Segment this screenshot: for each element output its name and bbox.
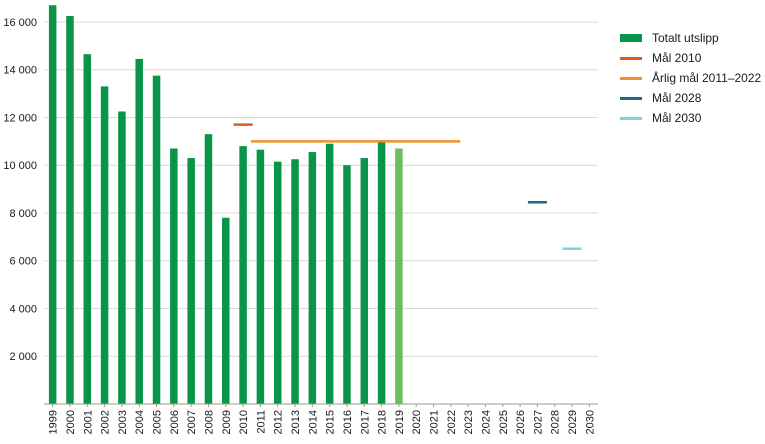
- x-tick-label: 2008: [203, 410, 215, 434]
- bar: [239, 146, 247, 405]
- x-tick-label: 2001: [82, 410, 94, 434]
- y-tick-label: 14 000: [3, 65, 37, 77]
- x-tick-label: 2021: [429, 410, 441, 434]
- x-tick-label: 2011: [255, 410, 267, 434]
- bar: [395, 148, 403, 404]
- x-tick-label: 2020: [411, 410, 423, 434]
- bar-series: [48, 5, 403, 405]
- bar: [66, 15, 74, 405]
- x-tick-label: 2003: [117, 410, 129, 434]
- x-tick-label: 2006: [169, 410, 181, 434]
- x-tick-label: 2000: [65, 410, 77, 434]
- x-tick-label: 2007: [186, 410, 198, 434]
- x-tick-label: 2028: [550, 410, 562, 434]
- legend-item: Totalt utslipp: [620, 28, 761, 48]
- bar: [273, 161, 282, 404]
- x-tick-label: 2023: [463, 410, 475, 434]
- target-lines: [233, 123, 582, 251]
- y-tick-label: 6 000: [9, 256, 37, 268]
- bar: [377, 141, 386, 405]
- bar: [308, 152, 317, 404]
- bar: [222, 217, 230, 404]
- legend-label: Mål 2030: [652, 111, 702, 125]
- x-tick-label: 1999: [48, 410, 60, 434]
- bar: [187, 158, 195, 404]
- x-axis: 1999 2000 2001 2002 2003 2004 2005 2006 2007 2008…: [48, 404, 596, 434]
- y-axis: 2 000 4 000 6 000 8 000 10 000 12 000 14 000 16…: [3, 17, 37, 363]
- x-tick-label: 2016: [342, 410, 354, 434]
- y-tick-label: 4 000: [9, 303, 37, 315]
- bar: [343, 165, 351, 404]
- y-tick-label: 10 000: [3, 160, 37, 172]
- legend-swatch: [620, 116, 642, 120]
- x-tick-label: 2022: [446, 410, 458, 434]
- bar: [256, 149, 265, 404]
- bar: [360, 158, 369, 404]
- bar: [118, 111, 126, 404]
- y-tick-label: 2 000: [9, 351, 37, 363]
- bar: [152, 75, 161, 405]
- legend-item: Årlig mål 2011–2022: [620, 68, 761, 88]
- legend-swatch: [620, 96, 642, 100]
- bar: [204, 134, 213, 405]
- x-tick-label: 2004: [134, 410, 146, 434]
- gridlines: [44, 21, 598, 357]
- legend-swatch: [620, 34, 642, 42]
- legend-item: Mål 2010: [620, 48, 761, 68]
- legend-label: Totalt utslipp: [652, 31, 719, 45]
- x-tick-label: 2014: [307, 410, 319, 434]
- bar: [291, 159, 299, 404]
- legend-label: Mål 2010: [652, 51, 702, 65]
- x-tick-label: 2018: [377, 410, 389, 434]
- legend-item: Mål 2028: [620, 88, 761, 108]
- legend-swatch: [620, 56, 642, 60]
- x-tick-label: 2019: [394, 410, 406, 434]
- x-tick-label: 2013: [290, 410, 302, 434]
- x-tick-label: 2012: [273, 410, 285, 434]
- x-tick-label: 2009: [221, 410, 233, 434]
- x-tick-label: 2002: [100, 410, 112, 434]
- x-tick-label: 2025: [498, 410, 510, 434]
- x-tick-label: 2029: [567, 410, 579, 434]
- x-tick-label: 2010: [238, 410, 250, 434]
- legend-label: Mål 2028: [652, 91, 702, 105]
- y-tick-label: 16 000: [3, 17, 37, 29]
- x-tick-label: 2024: [480, 410, 492, 434]
- y-tick-label: 12 000: [3, 112, 37, 124]
- x-tick-label: 2026: [515, 410, 527, 434]
- x-tick-label: 2017: [359, 410, 371, 434]
- bar: [135, 58, 143, 405]
- bar: [48, 5, 57, 404]
- legend-label: Årlig mål 2011–2022: [652, 71, 762, 85]
- bar: [100, 86, 109, 405]
- bar: [325, 143, 334, 405]
- x-tick-label: 2030: [584, 410, 596, 434]
- bar: [170, 148, 178, 404]
- legend-item: Mål 2030: [620, 108, 761, 128]
- x-tick-label: 2015: [325, 410, 337, 434]
- bar: [83, 54, 92, 405]
- legend-swatch: [620, 76, 642, 80]
- x-tick-label: 2005: [152, 410, 164, 434]
- legend: Totalt utslipp Mål 2010 Årlig mål 2011–202…: [620, 28, 761, 128]
- x-tick-label: 2027: [532, 410, 544, 434]
- y-tick-label: 8 000: [9, 208, 37, 220]
